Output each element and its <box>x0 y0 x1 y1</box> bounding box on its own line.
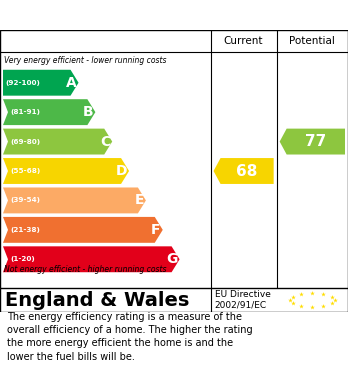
Text: (21-38): (21-38) <box>10 227 40 233</box>
Text: C: C <box>100 135 110 149</box>
Polygon shape <box>214 158 274 184</box>
Polygon shape <box>3 217 163 243</box>
Text: Potential: Potential <box>290 36 335 46</box>
Text: (39-54): (39-54) <box>10 197 40 203</box>
Text: 68: 68 <box>236 163 258 179</box>
Text: Energy Efficiency Rating: Energy Efficiency Rating <box>10 7 220 23</box>
Polygon shape <box>3 70 79 96</box>
Text: Current: Current <box>224 36 263 46</box>
Text: (92-100): (92-100) <box>5 80 40 86</box>
Text: (55-68): (55-68) <box>10 168 40 174</box>
Polygon shape <box>3 129 112 154</box>
Text: A: A <box>66 76 77 90</box>
Text: (69-80): (69-80) <box>10 138 40 145</box>
Text: Very energy efficient - lower running costs: Very energy efficient - lower running co… <box>4 56 166 65</box>
Text: B: B <box>83 105 93 119</box>
Polygon shape <box>3 187 146 213</box>
Text: F: F <box>151 223 161 237</box>
Text: The energy efficiency rating is a measure of the
overall efficiency of a home. T: The energy efficiency rating is a measur… <box>7 312 253 362</box>
Text: E: E <box>134 194 144 208</box>
Polygon shape <box>3 99 95 125</box>
Text: D: D <box>116 164 127 178</box>
Polygon shape <box>3 158 129 184</box>
Text: (81-91): (81-91) <box>10 109 40 115</box>
Text: G: G <box>166 252 177 266</box>
Text: (1-20): (1-20) <box>10 256 35 262</box>
Text: EU Directive
2002/91/EC: EU Directive 2002/91/EC <box>214 290 270 310</box>
Text: Not energy efficient - higher running costs: Not energy efficient - higher running co… <box>4 265 166 274</box>
Text: 77: 77 <box>305 134 326 149</box>
Polygon shape <box>280 129 345 154</box>
Text: England & Wales: England & Wales <box>5 291 189 310</box>
Polygon shape <box>3 246 180 272</box>
